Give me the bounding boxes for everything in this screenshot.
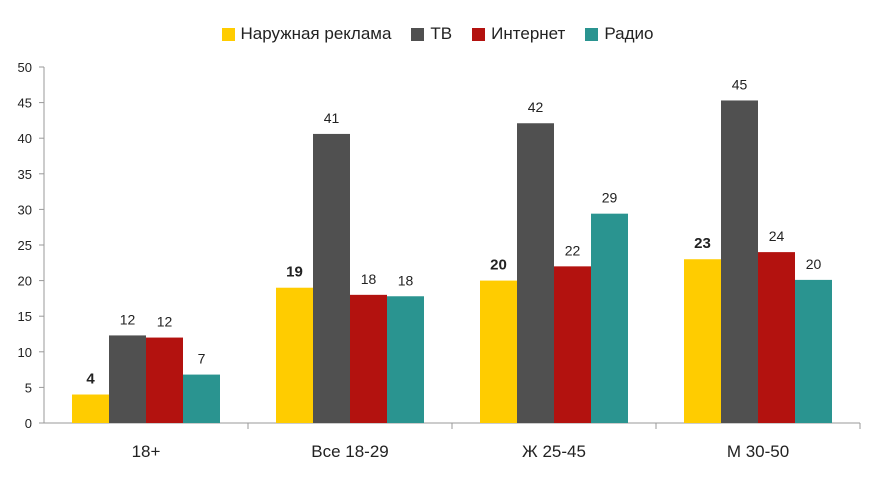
data-label: 4: [86, 371, 95, 388]
legend-item-outdoor: Наружная реклама: [221, 24, 392, 44]
legend-swatch-tv: [411, 27, 425, 41]
data-label: 20: [806, 256, 822, 272]
x-category-label: М 30-50: [727, 442, 789, 461]
bar: [517, 123, 554, 424]
x-category-label: 18+: [132, 442, 161, 461]
data-label: 45: [732, 76, 748, 92]
data-label: 12: [120, 311, 136, 327]
bar: [591, 213, 628, 423]
bar: [684, 259, 721, 423]
bar: [350, 294, 387, 423]
y-tick-label: 35: [18, 167, 32, 182]
bar: [554, 266, 591, 423]
legend-label-tv: ТВ: [430, 24, 453, 43]
data-label: 18: [361, 271, 377, 287]
data-label: 22: [565, 242, 581, 258]
y-tick-label: 0: [25, 416, 32, 431]
bar: [480, 280, 517, 423]
data-label: 12: [157, 314, 173, 330]
y-tick-label: 10: [18, 345, 32, 360]
bar: [72, 394, 109, 423]
y-tick-label: 25: [18, 238, 32, 253]
bar: [146, 337, 183, 423]
y-tick-label: 50: [18, 60, 32, 75]
bar: [109, 335, 146, 423]
bar: [758, 252, 795, 423]
y-tick-label: 20: [18, 274, 32, 289]
legend-swatch-radio: [585, 27, 599, 41]
data-label: 18: [398, 272, 414, 288]
legend-label-radio: Радио: [604, 24, 654, 43]
bar: [183, 374, 220, 423]
x-category-label: Ж 25-45: [522, 442, 586, 461]
data-label: 20: [490, 257, 507, 274]
legend-label-internet: Интернет: [491, 24, 566, 43]
legend-swatch-outdoor: [221, 27, 235, 41]
data-label: 19: [286, 264, 303, 281]
data-label: 24: [769, 228, 785, 244]
y-tick-label: 30: [18, 202, 32, 217]
data-label: 41: [324, 110, 340, 126]
legend-label-outdoor: Наружная реклама: [240, 24, 392, 43]
x-category-label: Все 18-29: [311, 442, 389, 461]
legend-item-internet: Интернет: [472, 24, 565, 44]
data-label: 42: [528, 99, 544, 115]
data-label: 7: [198, 351, 206, 367]
y-tick-label: 5: [25, 380, 32, 395]
bar: [313, 133, 350, 424]
bar: [795, 279, 832, 423]
y-tick-label: 40: [18, 131, 32, 146]
bar: [276, 287, 313, 423]
bar: [387, 296, 424, 423]
data-label: 29: [602, 190, 618, 206]
data-label: 23: [694, 235, 711, 252]
legend-swatch-internet: [472, 27, 486, 41]
bar: [721, 100, 758, 424]
legend: Наружная реклама ТВ Интернет Радио: [0, 22, 875, 46]
y-tick-label: 45: [18, 96, 32, 111]
legend-item-tv: ТВ: [411, 24, 452, 44]
legend-item-radio: Радио: [585, 24, 653, 44]
y-tick-label: 15: [18, 309, 32, 324]
